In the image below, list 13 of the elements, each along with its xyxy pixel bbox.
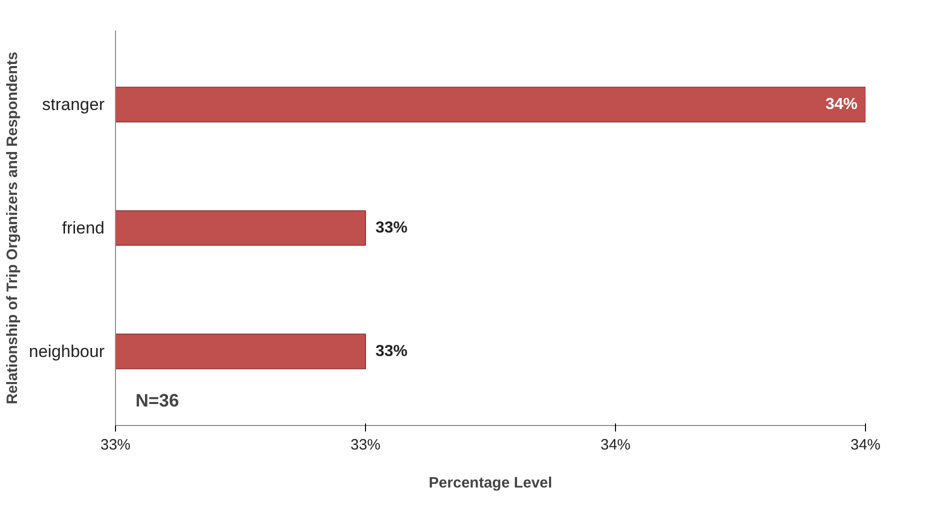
data-label: 33% [376, 220, 408, 236]
x-tick-label: 34% [600, 436, 631, 454]
data-label: 33% [376, 342, 408, 360]
y-tick-label: friend [62, 218, 105, 238]
y-axis-title: Relationship of Trip Organizers and Respondents [4, 52, 21, 404]
x-tick-label: 33% [350, 436, 381, 454]
annotation: N=36 [136, 390, 180, 410]
x-axis-title: Percentage Level [428, 474, 552, 492]
x-tick-label: 34% [850, 436, 881, 454]
x-tick-label: 33% [100, 436, 131, 454]
y-tick-label: neighbour [28, 342, 105, 361]
data-label: 34% [825, 96, 858, 114]
y-tick-label: stranger [42, 95, 105, 114]
